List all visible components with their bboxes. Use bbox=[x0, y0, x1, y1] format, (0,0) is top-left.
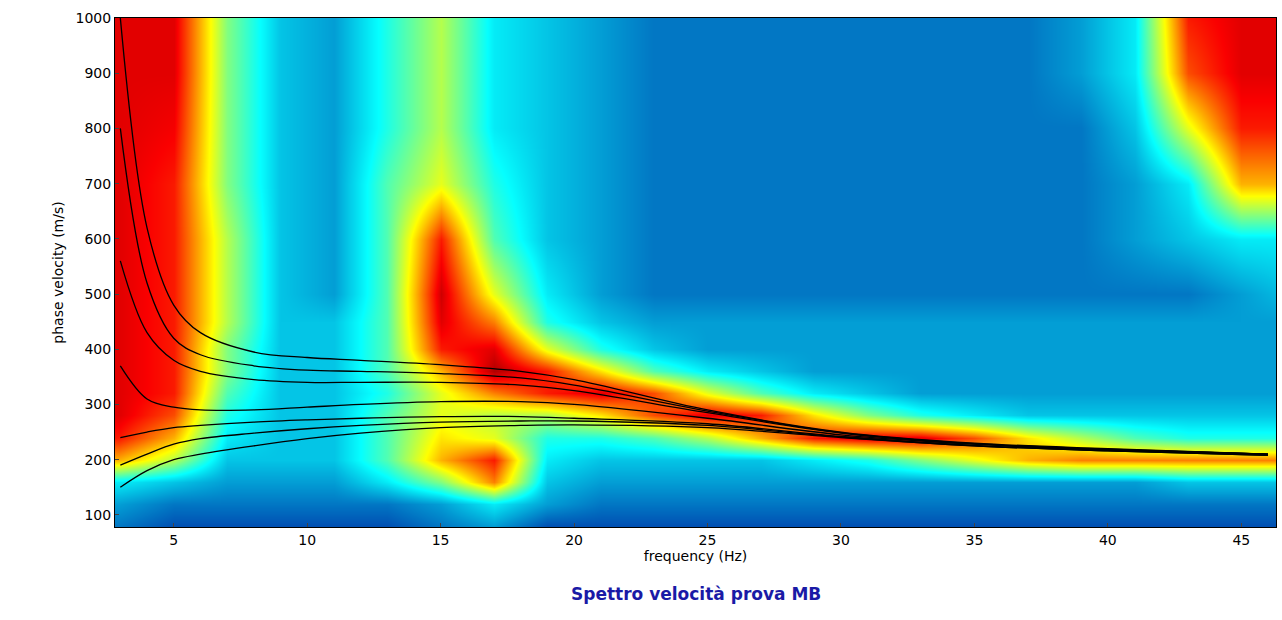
svg-text:45: 45 bbox=[1232, 532, 1250, 548]
svg-text:500: 500 bbox=[84, 286, 111, 302]
svg-text:1000: 1000 bbox=[76, 10, 112, 26]
svg-text:35: 35 bbox=[965, 532, 983, 548]
svg-text:5: 5 bbox=[169, 532, 178, 548]
svg-text:100: 100 bbox=[84, 507, 111, 523]
svg-text:10: 10 bbox=[298, 532, 316, 548]
svg-text:frequency (Hz): frequency (Hz) bbox=[644, 548, 747, 564]
svg-text:20: 20 bbox=[565, 532, 583, 548]
svg-text:200: 200 bbox=[84, 452, 111, 468]
svg-text:30: 30 bbox=[832, 532, 850, 548]
svg-text:800: 800 bbox=[84, 120, 111, 136]
svg-text:Spettro velocità prova MB: Spettro velocità prova MB bbox=[571, 584, 821, 604]
svg-text:400: 400 bbox=[84, 341, 111, 357]
svg-text:15: 15 bbox=[432, 532, 450, 548]
svg-text:25: 25 bbox=[699, 532, 717, 548]
svg-text:900: 900 bbox=[84, 65, 111, 81]
svg-text:300: 300 bbox=[84, 396, 111, 412]
svg-text:phase velocity (m/s): phase velocity (m/s) bbox=[50, 201, 66, 343]
svg-text:40: 40 bbox=[1099, 532, 1117, 548]
svg-text:700: 700 bbox=[84, 176, 111, 192]
svg-text:600: 600 bbox=[84, 231, 111, 247]
